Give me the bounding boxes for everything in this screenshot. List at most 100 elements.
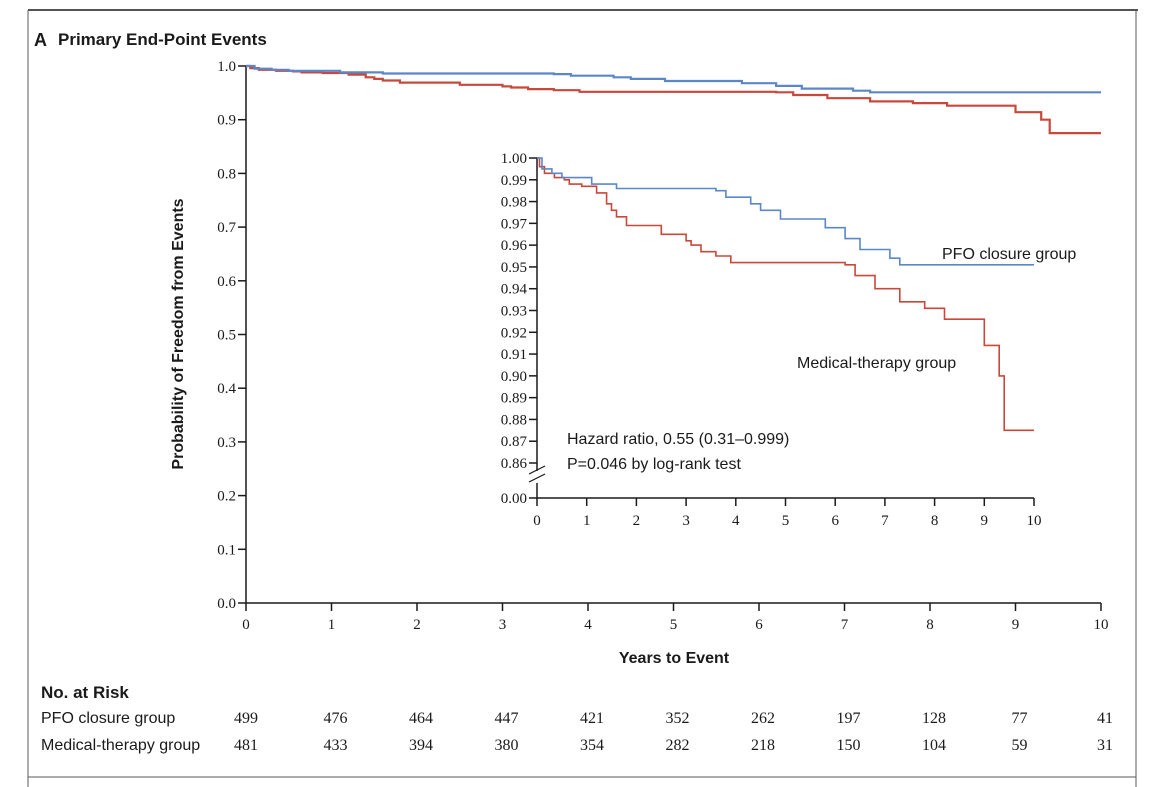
inset-x-ticks: 0 1 2 3 4 5 6 7 8 9 10 — [533, 498, 1042, 529]
inset-y-tick-label: 0.94 — [501, 282, 528, 298]
inset-x-tick-label: 8 — [931, 513, 939, 529]
main-y-axis-label: Probability of Freedom from Events — [170, 198, 187, 469]
inset-y-tick-label: 0.92 — [501, 325, 527, 341]
risk-table: No. at Risk PFO closure group Medical-th… — [41, 683, 1113, 754]
risk-value: 262 — [751, 710, 775, 727]
panel-letter: A — [34, 30, 47, 50]
inset-curve-pfo-closure — [537, 157, 1034, 266]
risk-row-label-medical: Medical-therapy group — [41, 737, 200, 754]
inset-y-tick-label: 0.87 — [501, 434, 528, 450]
risk-table-title: No. at Risk — [41, 683, 129, 702]
inset-y-ticks: 1.00 0.99 0.98 0.97 0.96 0.95 0.94 0.93 0.92 0.91… — [501, 151, 537, 507]
main-series — [246, 64, 1101, 135]
inset-plot: 1.00 0.99 0.98 0.97 0.96 0.95 0.94 0.93 0.92 0.91… — [482, 150, 1102, 529]
risk-value: 476 — [324, 710, 348, 727]
inset-y-tick-label: 0.90 — [501, 369, 527, 385]
main-x-axis-label: Years to Event — [619, 650, 730, 667]
main-x-tick-label: 10 — [1094, 617, 1109, 633]
risk-value: 150 — [837, 737, 861, 754]
inset-x-tick-label: 4 — [732, 513, 740, 529]
main-y-tick-label: 1.0 — [217, 59, 236, 75]
inset-y-tick-label: 0.97 — [501, 216, 528, 232]
inset-y-tick-label: 1.00 — [501, 151, 527, 167]
risk-values: 499 476 464 447 421 352 262 197 128 77 41 481 433 394… — [234, 710, 1113, 754]
risk-value: 218 — [751, 737, 775, 754]
main-x-ticks: 0 1 2 3 4 5 6 7 8 9 10 — [242, 603, 1109, 633]
main-x-tick-label: 0 — [242, 617, 250, 633]
inset-y-tick-label: 0.89 — [501, 391, 527, 407]
inset-y-tick-label: 0.88 — [501, 412, 527, 428]
main-x-tick-label: 5 — [670, 617, 678, 633]
inset-y-tick-label: 0.93 — [501, 304, 527, 320]
main-y-tick-label: 0.6 — [217, 274, 236, 290]
inset-axis-break-mark-1 — [528, 465, 546, 475]
main-y-tick-label: 0.3 — [217, 435, 236, 451]
main-y-tick-label: 0.4 — [217, 381, 236, 397]
inset-x-tick-label: 3 — [682, 513, 690, 529]
inset-background — [482, 150, 1102, 528]
inset-x-tick-label: 9 — [981, 513, 989, 529]
risk-value: 128 — [922, 710, 946, 727]
inset-y-tick-label: 0.86 — [501, 456, 528, 472]
main-y-tick-label: 0.9 — [217, 113, 236, 129]
risk-value: 77 — [1012, 710, 1028, 727]
main-curve-pfo-closure — [246, 64, 1101, 94]
main-x-tick-label: 6 — [755, 617, 763, 633]
risk-value: 282 — [666, 737, 690, 754]
risk-value: 354 — [580, 737, 604, 754]
main-y-tick-label: 0.0 — [217, 596, 236, 612]
inset-y-tick-label-zero: 0.00 — [501, 491, 527, 507]
inset-series — [537, 157, 1034, 432]
main-x-tick-label: 9 — [1012, 617, 1020, 633]
main-x-tick-label: 4 — [584, 617, 592, 633]
inset-x-tick-label: 2 — [633, 513, 641, 529]
main-x-tick-label: 7 — [841, 617, 849, 633]
inset-y-tick-label: 0.99 — [501, 173, 527, 189]
inset-y-tick-label: 0.98 — [501, 195, 527, 211]
main-y-tick-label: 0.5 — [217, 328, 236, 344]
main-y-tick-label: 0.1 — [217, 542, 236, 558]
inset-y-tick-label: 0.95 — [501, 260, 527, 276]
risk-value: 41 — [1097, 710, 1113, 727]
inset-x-tick-label: 5 — [782, 513, 790, 529]
inset-pfo-label: PFO closure group — [942, 246, 1076, 263]
main-curve-medical-therapy — [246, 64, 1101, 135]
risk-value: 421 — [580, 710, 604, 727]
risk-value: 380 — [495, 737, 519, 754]
risk-value: 31 — [1097, 737, 1113, 754]
risk-value: 352 — [666, 710, 690, 727]
risk-value: 59 — [1012, 737, 1028, 754]
inset-x-tick-label: 0 — [533, 513, 541, 529]
risk-row-label-pfo: PFO closure group — [41, 710, 175, 727]
inset-x-tick-label: 6 — [831, 513, 839, 529]
risk-value: 433 — [324, 737, 348, 754]
main-y-tick-label: 0.8 — [217, 166, 236, 182]
inset-axis-break-mark-2 — [528, 473, 546, 483]
risk-value: 197 — [837, 710, 861, 727]
p-value-annotation: P=0.046 by log-rank test — [567, 456, 741, 473]
panel-title: Primary End-Point Events — [58, 30, 267, 49]
risk-value: 499 — [234, 710, 258, 727]
main-x-tick-label: 8 — [926, 617, 934, 633]
risk-value: 481 — [234, 737, 258, 754]
main-plot: 0.0 0.1 0.2 0.3 0.4 0.5 0.6 0.7 0.8 0.9 1.0 0 1 2 3 4 5… — [170, 59, 1109, 667]
inset-x-tick-label: 10 — [1027, 513, 1042, 529]
main-y-ticks: 0.0 0.1 0.2 0.3 0.4 0.5 0.6 0.7 0.8 0.9 1.0 — [217, 59, 246, 612]
main-x-tick-label: 1 — [328, 617, 336, 633]
main-y-tick-label: 0.2 — [217, 489, 236, 505]
hazard-ratio-annotation: Hazard ratio, 0.55 (0.31–0.999) — [567, 431, 789, 448]
inset-x-tick-label: 1 — [583, 513, 591, 529]
main-y-tick-label: 0.7 — [217, 220, 236, 236]
inset-curve-medical-therapy — [537, 157, 1034, 432]
risk-value: 394 — [409, 737, 433, 754]
main-x-tick-label: 2 — [413, 617, 421, 633]
risk-value: 464 — [409, 710, 433, 727]
inset-x-tick-label: 7 — [881, 513, 889, 529]
risk-value: 104 — [922, 737, 946, 754]
inset-medical-label: Medical-therapy group — [797, 355, 956, 372]
main-x-tick-label: 3 — [499, 617, 507, 633]
risk-value: 447 — [495, 710, 519, 727]
inset-y-tick-label: 0.91 — [501, 347, 527, 363]
inset-y-tick-label: 0.96 — [501, 238, 528, 254]
